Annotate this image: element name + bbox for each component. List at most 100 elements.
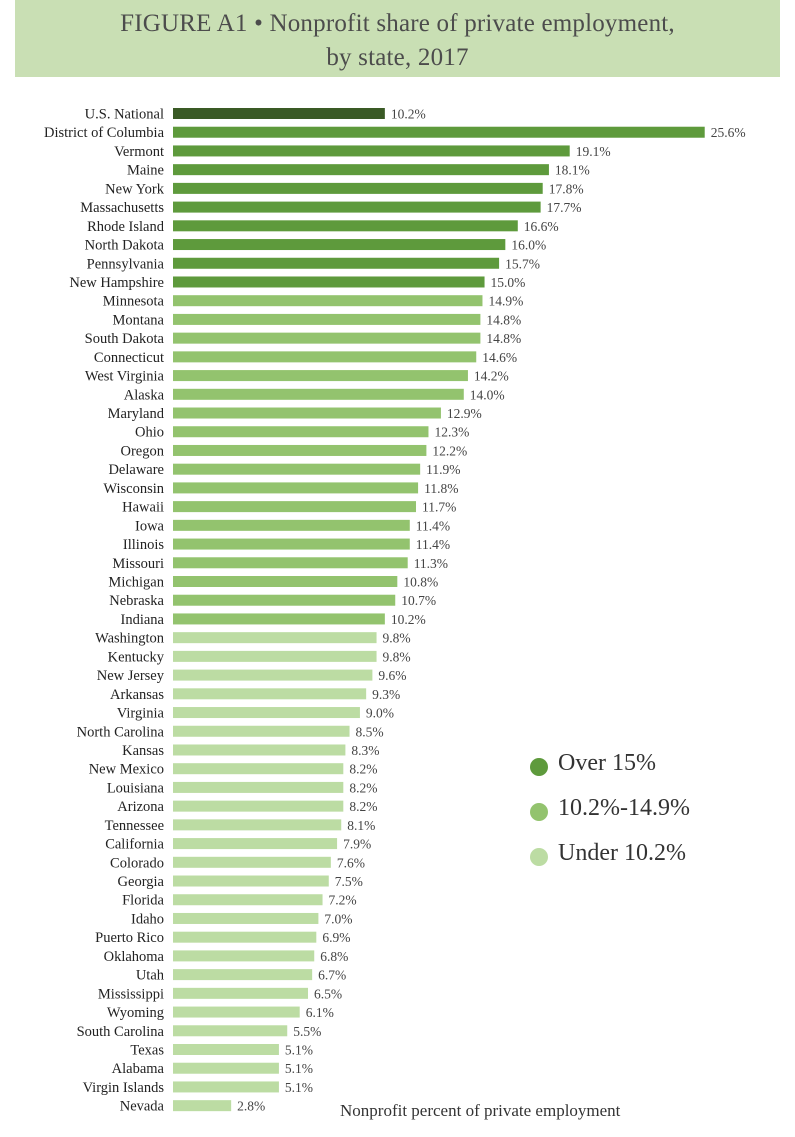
bar-louisiana [173,781,344,793]
value-label-new-hampshire: 15.0% [491,275,526,290]
category-label-u-s-national: U.S. National [85,107,164,123]
bar-maryland [173,407,441,419]
category-label-maine: Maine [127,163,164,179]
category-label-minnesota: Minnesota [103,294,165,310]
category-label-arkansas: Arkansas [110,687,164,703]
bar-virginia [173,707,360,719]
value-label-delaware: 11.9% [426,462,460,477]
category-label-alabama: Alabama [112,1061,165,1077]
value-label-south-carolina: 5.5% [293,1024,321,1039]
value-label-alaska: 14.0% [470,387,505,402]
legend-swatch-over-15 [530,758,548,776]
bar-florida [173,894,323,906]
bar-virgin-islands [173,1081,279,1093]
bar-new-mexico [173,763,344,775]
category-label-maryland: Maryland [108,406,165,422]
bar-puerto-rico [173,931,317,943]
bar-michigan [173,576,398,587]
category-label-virginia: Virginia [117,706,165,722]
bar-delaware [173,463,421,475]
value-label-wisconsin: 11.8% [424,481,458,496]
category-label-delaware: Delaware [108,462,164,478]
category-label-georgia: Georgia [118,874,165,890]
category-label-utah: Utah [136,968,165,984]
bar-south-dakota [173,332,481,344]
category-label-district-of-columbia: District of Columbia [44,125,165,141]
value-label-new-mexico: 8.2% [349,762,377,777]
bar-colorado [173,856,331,868]
category-label-michigan: Michigan [108,575,164,591]
value-label-mississippi: 6.5% [314,986,342,1001]
bar-new-hampshire [173,276,485,288]
value-label-kentucky: 9.8% [383,649,411,664]
category-label-south-carolina: South Carolina [77,1024,165,1040]
category-label-arizona: Arizona [117,799,164,815]
value-label-idaho: 7.0% [324,911,352,926]
bar-arizona [173,800,344,812]
category-label-illinois: Illinois [123,537,164,553]
category-label-indiana: Indiana [121,612,165,628]
value-label-california: 7.9% [343,837,371,852]
value-label-indiana: 10.2% [391,612,426,627]
value-label-utah: 6.7% [318,968,346,983]
category-label-virgin-islands: Virgin Islands [83,1080,165,1096]
category-label-vermont: Vermont [114,144,164,160]
legend-label-mid: 10.2%-14.9% [558,795,690,821]
value-label-alabama: 5.1% [285,1061,313,1076]
bar-texas [173,1044,279,1055]
bar-oklahoma [173,950,315,962]
value-label-virgin-islands: 5.1% [285,1080,313,1095]
category-label-puerto-rico: Puerto Rico [95,930,164,946]
category-label-colorado: Colorado [110,855,164,871]
category-label-nebraska: Nebraska [109,593,164,609]
value-label-puerto-rico: 6.9% [322,930,350,945]
category-label-california: California [105,837,164,853]
value-label-missouri: 11.3% [414,556,448,571]
value-label-nevada: 2.8% [237,1099,265,1114]
bar-pennsylvania [173,257,500,269]
value-label-colorado: 7.6% [337,855,365,870]
category-label-louisiana: Louisiana [107,780,165,796]
category-label-kentucky: Kentucky [108,649,165,665]
category-label-connecticut: Connecticut [94,350,164,366]
bar-georgia [173,875,329,887]
category-label-washington: Washington [95,631,165,647]
bar-maine [173,164,549,176]
bar-vermont [173,145,570,157]
chart-title: FIGURE A1 • Nonprofit share of private e… [120,10,675,37]
bar-nebraska [173,594,396,606]
value-label-u-s-national: 10.2% [391,107,426,122]
value-label-virginia: 9.0% [366,706,394,721]
value-label-west-virginia: 14.2% [474,369,509,384]
category-label-hawaii: Hawaii [122,500,164,516]
bar-california [173,838,338,850]
value-label-kansas: 8.3% [351,743,379,758]
value-label-new-york: 17.8% [549,181,584,196]
bar-new-jersey [173,669,373,681]
bar-north-carolina [173,725,350,737]
bar-u-s-national [173,108,385,119]
value-label-maryland: 12.9% [447,406,482,421]
category-label-north-carolina: North Carolina [77,724,165,740]
bar-tennessee [173,819,342,831]
bar-arkansas [173,688,367,700]
value-label-district-of-columbia: 25.6% [711,125,746,140]
bar-nevada [173,1100,232,1112]
value-label-south-dakota: 14.8% [486,331,521,346]
value-label-iowa: 11.4% [416,518,450,533]
value-label-hawaii: 11.7% [422,500,456,515]
category-label-ohio: Ohio [135,425,164,441]
x-axis-label: Nonprofit percent of private employment [340,1101,621,1120]
value-label-florida: 7.2% [329,893,357,908]
value-label-rhode-island: 16.6% [524,219,559,234]
category-label-mississippi: Mississippi [98,986,164,1002]
bar-kentucky [173,650,377,662]
value-label-north-dakota: 16.0% [511,238,546,253]
bar-alaska [173,388,464,400]
bar-north-dakota [173,239,506,251]
bar-montana [173,313,481,325]
category-label-idaho: Idaho [131,911,164,927]
value-label-ohio: 12.3% [434,425,469,440]
title-banner: FIGURE A1 • Nonprofit share of private e… [15,0,780,77]
category-label-north-dakota: North Dakota [85,238,165,254]
